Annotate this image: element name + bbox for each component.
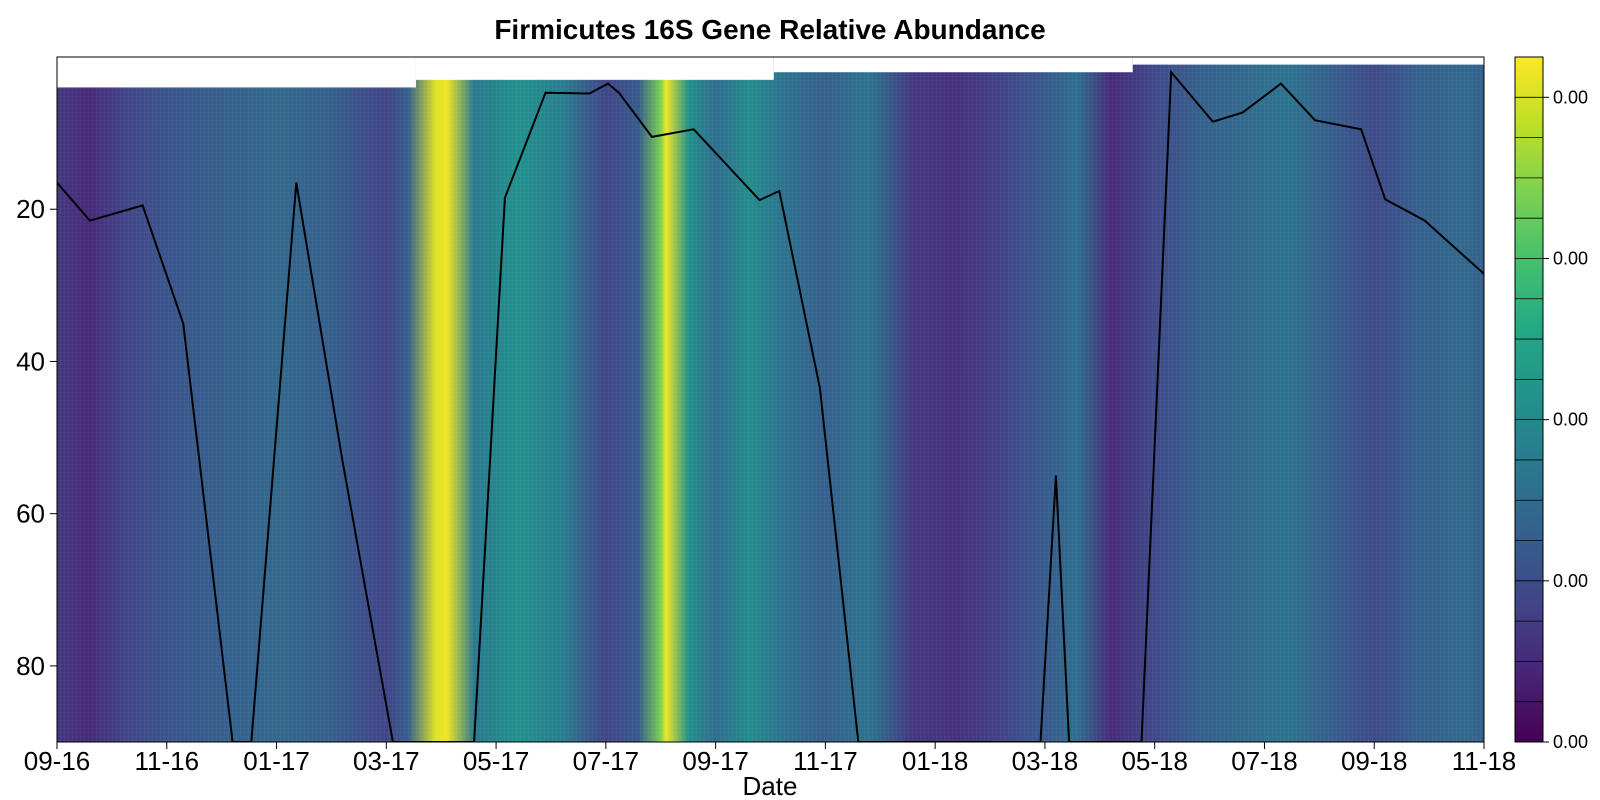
series-line	[57, 69, 1484, 742]
y-tick-label: 20	[16, 194, 45, 224]
heatmap-mesh	[57, 57, 1484, 742]
x-tick-label: 11-18	[1452, 746, 1517, 776]
surface-top-step-1	[415, 57, 774, 80]
x-tick-label: 07-18	[1231, 746, 1298, 776]
colorbar-tick-label: 0.00	[1553, 571, 1588, 591]
x-tick-label: 11-16	[134, 746, 199, 776]
plot-frame	[56, 56, 1485, 743]
colorbar: 0.00 0.00 0.00 0.00 0.00	[1514, 56, 1588, 752]
surface-top-step-2	[773, 57, 1133, 73]
x-tick-label: 05-17	[463, 746, 530, 776]
y-axis: 20 40 60 80	[16, 194, 57, 681]
x-tick-label: 05-18	[1121, 746, 1188, 776]
colorbar-tick-label: 0.00	[1553, 410, 1588, 430]
colorbar-tick-label: 0.00	[1553, 87, 1588, 107]
y-tick-label: 40	[16, 346, 45, 376]
x-axis-title: Date	[743, 771, 798, 800]
surface-top-mask	[57, 57, 1484, 88]
x-tick-label: 09-16	[24, 746, 91, 776]
y-tick-label: 80	[16, 651, 45, 681]
colorbar-scale	[1514, 56, 1544, 743]
y-tick-label: 60	[16, 499, 45, 529]
chart-title: Firmicutes 16S Gene Relative Abundance	[494, 14, 1045, 45]
x-tick-label: 01-17	[243, 746, 310, 776]
x-tick-label: 11-17	[793, 746, 858, 776]
colorbar-ticks: 0.00 0.00 0.00 0.00 0.00	[1515, 87, 1588, 752]
plot-area	[57, 57, 1484, 742]
x-tick-label: 07-17	[573, 746, 640, 776]
surface-top-step-3	[1132, 57, 1484, 65]
colorbar-tick-label: 0.00	[1553, 732, 1588, 752]
surface-top-step-0	[57, 57, 416, 88]
colorbar-tick-label: 0.00	[1553, 248, 1588, 268]
x-tick-label: 01-18	[902, 746, 969, 776]
x-tick-label: 03-17	[353, 746, 420, 776]
x-tick-label: 09-17	[682, 746, 749, 776]
x-axis: 09-16 11-16 01-17 03-17 05-17 07-17 09-17 11-17…	[24, 742, 1517, 776]
x-tick-label: 09-18	[1341, 746, 1408, 776]
x-tick-label: 03-18	[1012, 746, 1079, 776]
